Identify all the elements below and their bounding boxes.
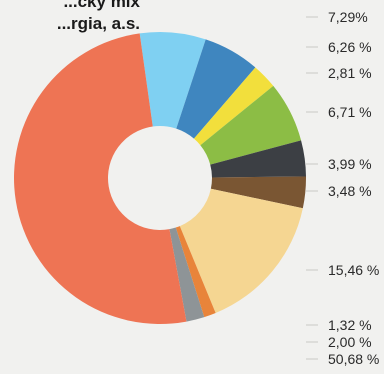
slice-label-6: 3,48 %: [328, 183, 372, 199]
pie-slice-3: [193, 67, 274, 146]
slice-label-10: 50,68 %: [328, 351, 379, 367]
pie-slice-6: [210, 176, 306, 209]
pie-slice-8: [175, 226, 216, 318]
slice-label-5: 3,99 %: [328, 156, 372, 172]
slice-label-1: 7,29%: [328, 9, 368, 25]
label-leaders: [306, 16, 318, 360]
chart-title-line-2: ...rgia, a.s.: [56, 14, 140, 33]
chart-title-line-1: ...cký mix: [63, 0, 140, 11]
slice-label-3: 2,81 %: [328, 65, 372, 81]
pie-slice-2: [176, 39, 256, 139]
slice-label-9: 2,00 %: [328, 334, 372, 350]
pie-slice-1: [139, 31, 206, 129]
pie-slice-4: [200, 85, 302, 165]
slice-label-8: 1,32 %: [328, 317, 372, 333]
pie-slice-10: [14, 33, 187, 324]
slice-label-4: 6,71 %: [328, 104, 372, 120]
slice-label-2: 6,26 %: [328, 39, 372, 55]
slice-label-7: 15,46 %: [328, 262, 379, 278]
pie-slice-5: [210, 140, 306, 178]
pie-slice-7: [179, 188, 303, 313]
pie-slice-9: [169, 227, 205, 322]
